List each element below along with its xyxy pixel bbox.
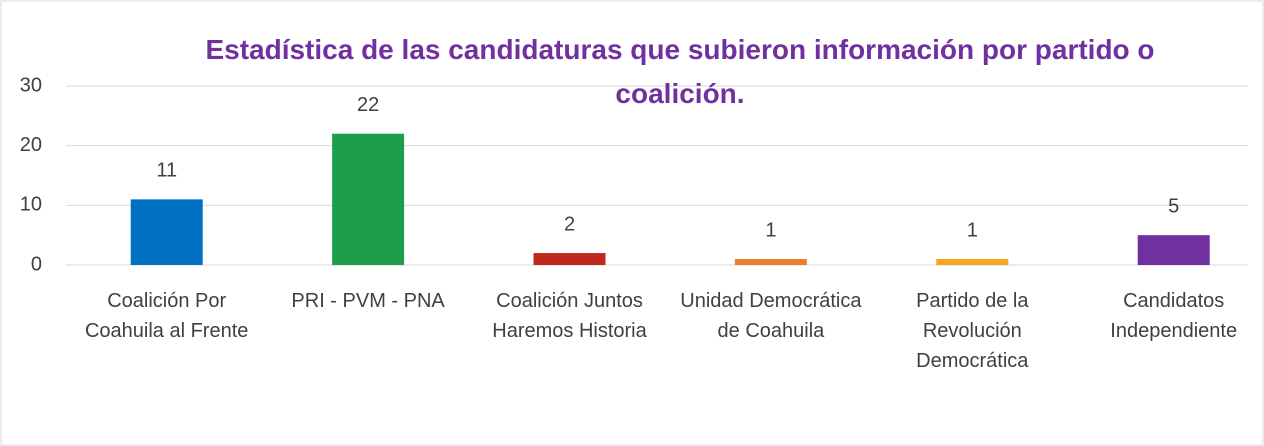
x-tick-label: Coalición Por Coahuila al Frente — [84, 290, 249, 342]
data-label: 22 — [357, 94, 379, 116]
bar — [936, 259, 1009, 265]
x-tick-label: PRI - PVM - PNA — [291, 290, 445, 312]
x-tick-label: Unidad Democrática de Coahuila — [680, 290, 862, 342]
bar — [130, 199, 203, 265]
data-label: 11 — [156, 160, 177, 182]
y-tick-label: 20 — [20, 134, 42, 156]
x-tick-label: Candidatos Independiente — [1110, 290, 1238, 342]
y-tick-label: 0 — [31, 253, 42, 275]
x-tick-label: Coalición Juntos Haremos Historia — [492, 290, 647, 342]
data-label: 1 — [967, 219, 978, 241]
data-label: 1 — [765, 219, 776, 241]
y-tick-label: 10 — [20, 194, 42, 216]
y-tick-label: 30 — [20, 74, 42, 96]
chart-title: Estadística de las candidaturas que subi… — [205, 34, 1155, 109]
bar — [734, 259, 807, 265]
bar — [1137, 235, 1210, 265]
bar — [533, 253, 606, 265]
bar — [332, 133, 405, 265]
data-label: 5 — [1168, 195, 1179, 217]
x-tick-label: Partido de la Revolución Democrática — [916, 290, 1029, 372]
data-label: 2 — [564, 213, 575, 235]
